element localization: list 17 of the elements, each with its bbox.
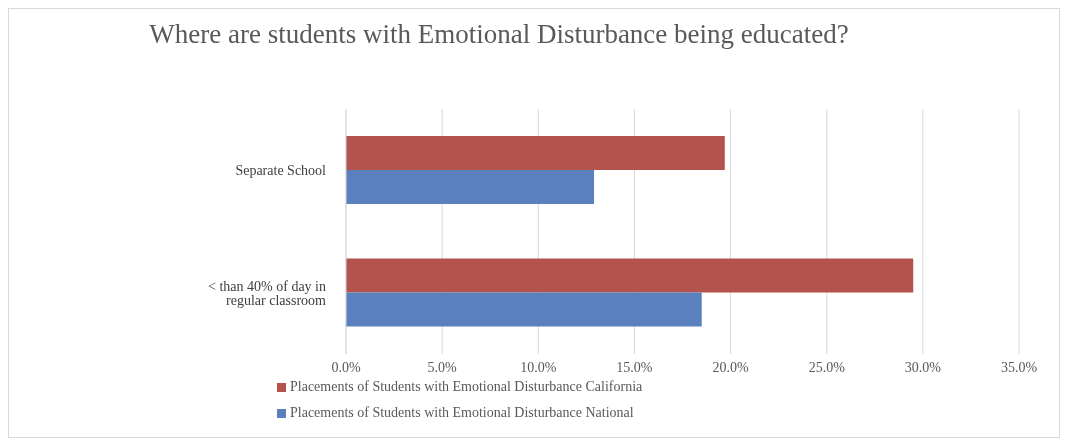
bar xyxy=(346,136,725,170)
x-tick-label: 10.0% xyxy=(520,359,557,375)
y-tick-label: Separate School xyxy=(235,163,327,179)
bar xyxy=(346,258,914,293)
bar xyxy=(346,170,595,204)
y-tick-label: < than 40% of day in regular classroom xyxy=(208,278,327,308)
x-tick-label: 30.0% xyxy=(904,359,942,375)
x-tick-label: 0.0% xyxy=(331,359,361,375)
legend-label: Placements of Students with Emotional Disturbance National xyxy=(289,405,635,421)
x-tick-label: 15.0% xyxy=(616,359,653,375)
x-tick-label: 5.0% xyxy=(427,359,458,375)
x-tick-label: 25.0% xyxy=(808,359,846,375)
legend-label: Placements of Students with Emotional Disturbance California xyxy=(289,379,643,395)
x-tick-label: 20.0% xyxy=(712,359,749,375)
chart-title: Where are students with Emotional Disturbance being educated? xyxy=(148,18,850,51)
bar xyxy=(346,292,702,327)
x-tick-label: 35.0% xyxy=(1000,359,1038,375)
